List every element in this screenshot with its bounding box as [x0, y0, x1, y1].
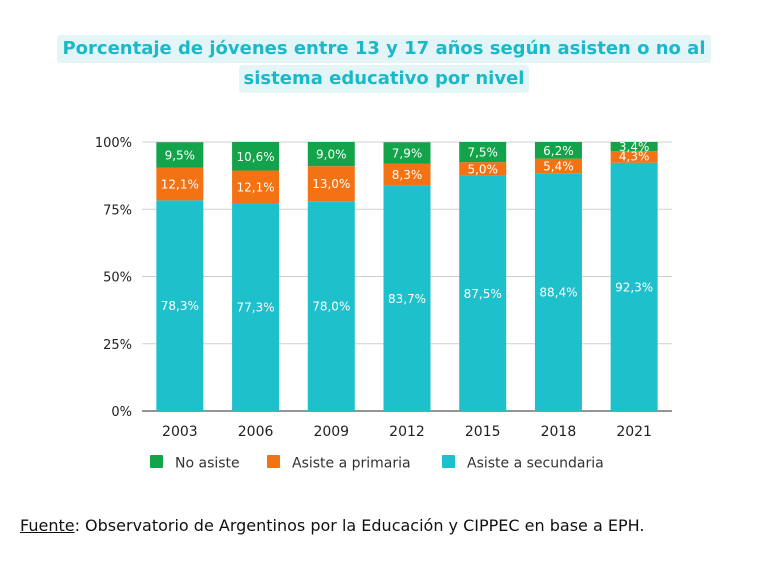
data-label: 6,2%	[543, 144, 574, 158]
stacked-bar-chart: 0% 25% 50% 75% 100% 78,3% 12,1% 9,5% 2003 77,3% 12…	[95, 136, 672, 472]
data-label: 9,0%	[316, 148, 347, 162]
bar-segment	[534, 158, 582, 174]
bar-segment	[459, 175, 507, 411]
y-tick-label: 25%	[103, 338, 132, 353]
bar-segment	[610, 142, 658, 152]
chart-title: Porcentaje de jóvenes entre 13 y 17 años…	[0, 34, 768, 94]
x-tick-label: 2015	[465, 424, 501, 440]
data-label: 83,7%	[388, 292, 426, 306]
x-tick-label: 2003	[162, 424, 198, 440]
source-label: Fuente	[20, 516, 75, 535]
data-label: 12,1%	[237, 180, 275, 194]
bar-segment	[232, 203, 280, 411]
bar-segment	[232, 142, 280, 171]
bar-segment	[459, 162, 507, 176]
source-text: : Observatorio de Argentinos por la Educ…	[74, 516, 645, 535]
data-label: 5,4%	[543, 159, 574, 173]
legend-swatch	[150, 455, 163, 468]
bar-segment	[534, 173, 582, 411]
legend-swatch	[267, 455, 280, 468]
x-tick-label: 2012	[389, 424, 425, 440]
y-tick-label: 0%	[111, 405, 132, 420]
data-label: 3,4%	[619, 140, 650, 154]
bar-segment	[156, 167, 204, 201]
bar-segment	[156, 200, 204, 411]
legend-label: Asiste a primaria	[292, 456, 411, 472]
data-label: 7,9%	[392, 146, 423, 160]
source-note: Fuente: Observatorio de Argentinos por l…	[20, 516, 644, 535]
y-tick-label: 100%	[95, 136, 132, 151]
x-tick-label: 2006	[238, 424, 274, 440]
data-label: 78,3%	[161, 299, 199, 313]
bar-segment	[610, 162, 658, 411]
data-label: 10,6%	[237, 150, 275, 164]
bar-segment	[383, 163, 431, 186]
x-tick-label: 2021	[616, 424, 652, 440]
data-label: 4,3%	[619, 150, 650, 164]
legend-label: No asiste	[175, 456, 240, 472]
bar-segment	[459, 142, 507, 163]
bar-segment	[307, 201, 355, 411]
bar-segment	[232, 170, 280, 204]
x-tick-label: 2009	[313, 424, 349, 440]
data-label: 13,0%	[312, 177, 350, 191]
data-label: 88,4%	[539, 286, 577, 300]
data-label: 5,0%	[467, 163, 498, 177]
bar-segment	[610, 151, 658, 163]
y-tick-label: 75%	[103, 203, 132, 218]
data-label: 12,1%	[161, 178, 199, 192]
data-label: 78,0%	[312, 300, 350, 314]
bar-segment	[307, 142, 355, 167]
bar-segment	[156, 142, 204, 168]
bar-segment	[534, 142, 582, 159]
chart-title-line-2: sistema educativo por nivel	[238, 65, 530, 93]
chart-title-line-1: Porcentaje de jóvenes entre 13 y 17 años…	[57, 35, 711, 63]
data-label: 7,5%	[467, 146, 498, 160]
bar-segment	[383, 185, 431, 411]
data-label: 9,5%	[165, 149, 196, 163]
legend-label: Asiste a secundaria	[467, 456, 604, 472]
legend-swatch	[442, 455, 455, 468]
x-tick-label: 2018	[541, 424, 577, 440]
y-tick-label: 50%	[103, 271, 132, 286]
data-label: 8,3%	[392, 168, 423, 182]
data-label: 87,5%	[464, 287, 502, 301]
data-label: 77,3%	[237, 301, 275, 315]
bar-segment	[383, 142, 431, 164]
data-label: 92,3%	[615, 280, 653, 294]
bar-segment	[307, 166, 355, 202]
